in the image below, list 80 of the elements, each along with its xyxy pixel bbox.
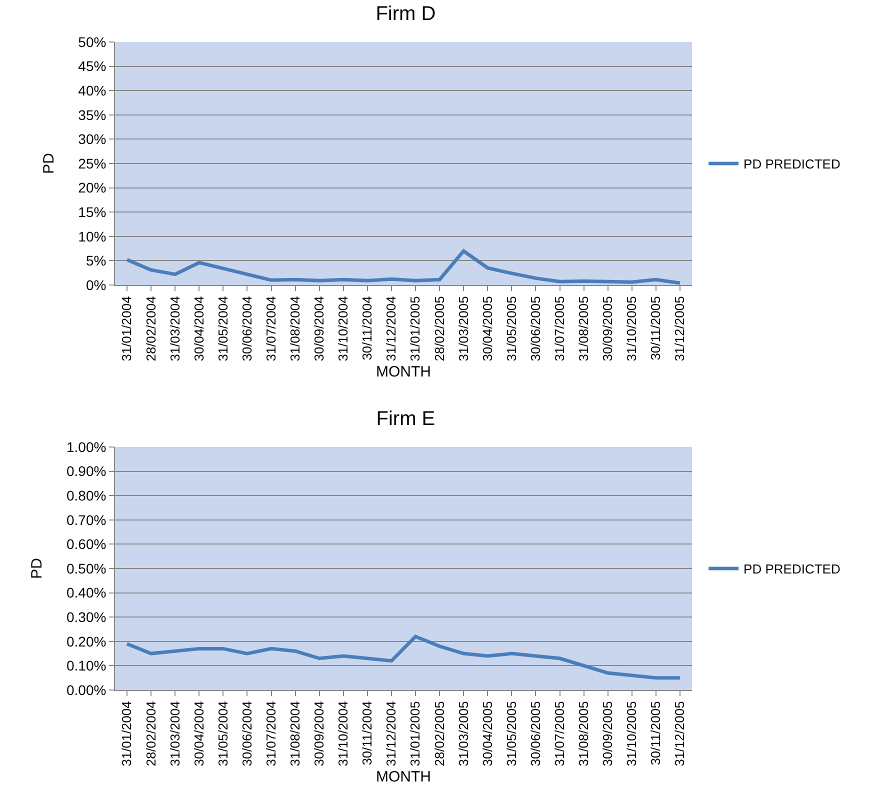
x-tick-label: 31/10/2005 [624, 296, 640, 362]
y-tick-label: 0.40% [66, 584, 106, 601]
y-tick-label: 0.70% [66, 512, 106, 528]
x-tick-label: 31/12/2005 [672, 701, 688, 766]
chart-title: Firm E [376, 408, 436, 430]
x-tick-label: 31/10/2004 [336, 701, 351, 766]
legend-label: PD PREDICTED [744, 562, 840, 577]
x-tick-label: 28/02/2005 [432, 701, 447, 766]
y-tick-label: 35% [78, 106, 106, 123]
line-series [125, 249, 682, 285]
x-tick-label: 28/02/2005 [432, 296, 447, 362]
x-tick-label: 31/01/2005 [408, 701, 423, 766]
x-tick-label: 31/12/2004 [384, 296, 399, 362]
x-tick-label: 28/02/2004 [143, 701, 158, 766]
x-tick-label: 31/05/2004 [215, 296, 230, 362]
y-tick-label: 50% [78, 34, 106, 50]
y-tick-label: 0.90% [66, 463, 106, 480]
x-tick-label: 30/06/2005 [528, 296, 543, 362]
y-tick-label: 0.80% [66, 488, 106, 504]
x-axis-title: MONTH [376, 768, 431, 786]
x-tick-label: 30/09/2005 [600, 701, 616, 766]
x-tick-label: 31/10/2005 [624, 701, 640, 766]
y-tick-label: 25% [78, 155, 106, 172]
x-tick-label: 30/04/2004 [191, 296, 206, 362]
x-tick-label: 31/10/2004 [336, 296, 351, 362]
x-tick-label: 30/04/2004 [191, 701, 206, 766]
x-tick-label: 28/02/2004 [143, 296, 158, 362]
x-tick-label: 31/01/2004 [119, 701, 134, 766]
x-tick-label: 31/07/2004 [263, 701, 278, 766]
x-tick-label: 31/12/2005 [672, 296, 688, 362]
x-tick-label: 30/11/2005 [648, 701, 664, 766]
x-tick-label: 31/05/2005 [504, 701, 519, 766]
x-tick-label: 31/07/2005 [552, 296, 567, 362]
y-tick-label: 0.10% [66, 658, 106, 674]
x-tick-label: 31/08/2004 [288, 296, 303, 362]
x-tick-label: 30/09/2004 [312, 701, 327, 766]
x-tick-label: 31/03/2005 [456, 296, 471, 362]
x-tick-label: 30/06/2004 [239, 701, 254, 766]
x-tick-label: 31/01/2004 [119, 296, 134, 362]
y-tick-label: 0% [86, 276, 106, 293]
x-tick-label: 30/06/2004 [239, 296, 254, 362]
y-tick-label: 30% [78, 131, 106, 148]
y-tick-label: 0.30% [66, 609, 106, 625]
y-tick-label: 10% [78, 228, 106, 244]
x-tick-label: 31/08/2005 [576, 296, 592, 362]
x-tick-label: 31/01/2005 [408, 296, 423, 362]
x-tick-label: 31/03/2004 [167, 296, 182, 362]
x-tick-label: 30/09/2004 [312, 296, 327, 362]
x-tick-label: 30/11/2004 [360, 701, 375, 766]
x-tick-label: 31/05/2005 [504, 296, 519, 362]
x-tick-label: 31/03/2004 [167, 701, 182, 766]
x-tick-label: 30/11/2004 [360, 296, 375, 360]
x-tick-label: 30/11/2005 [648, 296, 664, 360]
y-tick-label: 0.60% [66, 536, 106, 552]
y-tick-label: 0.20% [66, 633, 106, 650]
x-tick-label: 31/08/2004 [288, 701, 303, 766]
x-tick-label: 31/05/2004 [215, 701, 230, 766]
x-tick-label: 30/04/2005 [480, 701, 495, 766]
y-tick-label: 40% [78, 82, 106, 98]
chart-title: Firm D [376, 3, 436, 26]
y-tick-label: 0.00% [66, 682, 106, 698]
y-tick-label: 1.00% [66, 438, 106, 455]
legend-label: PD PREDICTED [744, 156, 840, 172]
x-tick-label: 31/03/2005 [456, 701, 471, 766]
x-tick-label: 31/12/2004 [384, 701, 399, 766]
y-tick-label: 5% [86, 252, 106, 269]
y-axis-title: PD [40, 152, 58, 174]
y-tick-label: 15% [78, 204, 106, 220]
y-axis-title: PD [28, 558, 46, 579]
y-tick-label: 45% [78, 58, 106, 74]
x-tick-label: 30/06/2005 [528, 701, 543, 766]
x-axis-title: MONTH [376, 363, 431, 380]
x-tick-label: 31/07/2004 [263, 296, 278, 362]
x-tick-label: 30/09/2005 [600, 296, 616, 362]
x-tick-label: 31/07/2005 [552, 701, 567, 766]
y-tick-label: 20% [78, 180, 106, 196]
y-tick-label: 0.50% [66, 560, 106, 576]
x-tick-label: 31/08/2005 [576, 701, 592, 766]
line-series [125, 634, 682, 680]
x-tick-label: 30/04/2005 [480, 296, 495, 362]
